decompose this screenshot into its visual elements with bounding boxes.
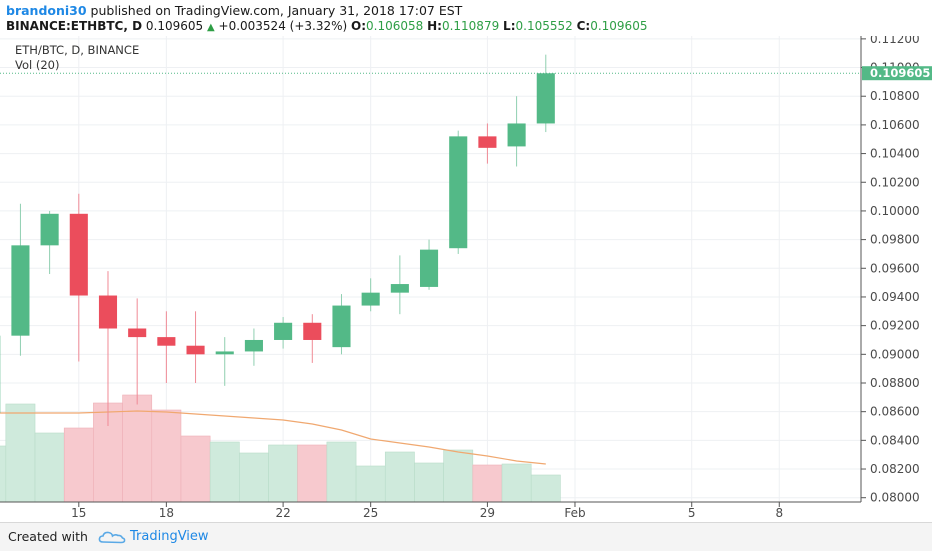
volume-bar — [414, 463, 443, 502]
price-tick-label: 0.11200 — [870, 36, 920, 46]
candle-body — [99, 296, 117, 329]
footer-bar: Created with TradingView — [0, 522, 932, 551]
candle-body — [41, 214, 59, 246]
time-tick-label: Feb — [564, 506, 585, 520]
volume-bar — [239, 453, 268, 502]
volume-title: Vol (20) — [15, 58, 59, 72]
volume-bar — [327, 442, 356, 502]
volume-bar — [531, 475, 560, 502]
candle-body — [274, 323, 292, 340]
price-tick-label: 0.10200 — [870, 175, 920, 189]
candle-body — [508, 123, 526, 146]
price-tick-label: 0.10600 — [870, 118, 920, 132]
volume-bar — [502, 464, 531, 502]
created-with-text: Created with — [8, 529, 88, 544]
candle-body — [537, 73, 555, 123]
candle-body — [362, 293, 380, 306]
high-label: H: — [427, 19, 442, 33]
volume-bar — [6, 404, 35, 502]
price-tick-label: 0.08000 — [870, 491, 920, 505]
time-tick-label: 29 — [480, 506, 495, 520]
open-label: O: — [351, 19, 366, 33]
price-tick-label: 0.09600 — [870, 261, 920, 275]
volume-bar — [356, 466, 385, 502]
low-value: 0.105552 — [516, 19, 573, 33]
time-tick-label: 8 — [775, 506, 783, 520]
close-value: 0.109605 — [590, 19, 647, 33]
price-axis[interactable]: 0.112000.110000.108000.106000.104000.102… — [861, 36, 932, 505]
price-tick-label: 0.09000 — [870, 347, 920, 361]
time-tick-label: 5 — [688, 506, 696, 520]
candle-body — [157, 337, 175, 346]
symbol-label: BINANCE:ETHBTC, D — [6, 19, 142, 33]
volume-bars — [0, 395, 560, 502]
candle-body — [70, 214, 88, 296]
price-change: +0.003524 (+3.32%) — [219, 19, 348, 33]
candles — [0, 55, 861, 428]
price-tick-label: 0.08400 — [870, 433, 920, 447]
high-value: 0.110879 — [442, 19, 499, 33]
price-tick-label: 0.09400 — [870, 290, 920, 304]
volume-bar — [35, 433, 64, 502]
series-title: ETH/BTC, D, BINANCE — [15, 43, 139, 57]
volume-bar — [0, 446, 6, 502]
price-tick-label: 0.10800 — [870, 89, 920, 103]
time-tick-label: 18 — [159, 506, 174, 520]
price-tick-label: 0.09200 — [870, 319, 920, 333]
tradingview-cloud-icon[interactable] — [98, 530, 126, 544]
time-tick-label: 15 — [71, 506, 86, 520]
published-text: published on TradingView.com, January 31… — [91, 3, 463, 18]
price-tick-label: 0.10000 — [870, 204, 920, 218]
volume-bar — [181, 436, 210, 502]
price-tick-label: 0.08200 — [870, 462, 920, 476]
tradingview-brand-link[interactable]: TradingView — [130, 529, 209, 544]
price-tick-label: 0.08800 — [870, 376, 920, 390]
ohlc-line: BINANCE:ETHBTC, D 0.109605 ▲ +0.003524 (… — [6, 19, 647, 33]
volume-bar — [298, 445, 327, 502]
volume-bar — [210, 442, 239, 502]
time-tick-label: 22 — [275, 506, 290, 520]
candle-body — [332, 306, 350, 348]
time-tick-label: 25 — [363, 506, 378, 520]
candle-body — [187, 346, 205, 355]
candle-body — [216, 351, 234, 354]
candle-body — [303, 323, 321, 340]
publish-line: brandoni30 published on TradingView.com,… — [6, 3, 462, 18]
volume-bar — [269, 445, 298, 502]
price-chart[interactable]: 0.112000.110000.108000.106000.104000.102… — [0, 36, 932, 522]
price-tick-label: 0.08600 — [870, 405, 920, 419]
author-link[interactable]: brandoni30 — [6, 3, 87, 18]
volume-bar — [64, 428, 93, 502]
candle-body — [11, 245, 29, 335]
price-tick-label: 0.10400 — [870, 147, 920, 161]
volume-bar — [385, 452, 414, 502]
volume-bar — [444, 450, 473, 502]
current-price: 0.109605 — [146, 19, 203, 33]
volume-bar — [152, 410, 181, 502]
candle-body — [478, 136, 496, 147]
candle-body — [128, 329, 146, 338]
open-value: 0.106058 — [366, 19, 423, 33]
volume-bar — [473, 465, 502, 502]
candle-body — [245, 340, 263, 351]
low-label: L: — [503, 19, 515, 33]
candle-body — [391, 284, 409, 293]
up-arrow-icon: ▲ — [207, 22, 215, 33]
close-label: C: — [577, 19, 591, 33]
last-price-label: 0.109605 — [870, 66, 930, 80]
candle-body — [420, 250, 438, 287]
candle-body — [449, 136, 467, 248]
time-axis[interactable]: 15 18 22 25 29 Feb 5 8 — [71, 502, 783, 520]
price-tick-label: 0.09800 — [870, 233, 920, 247]
